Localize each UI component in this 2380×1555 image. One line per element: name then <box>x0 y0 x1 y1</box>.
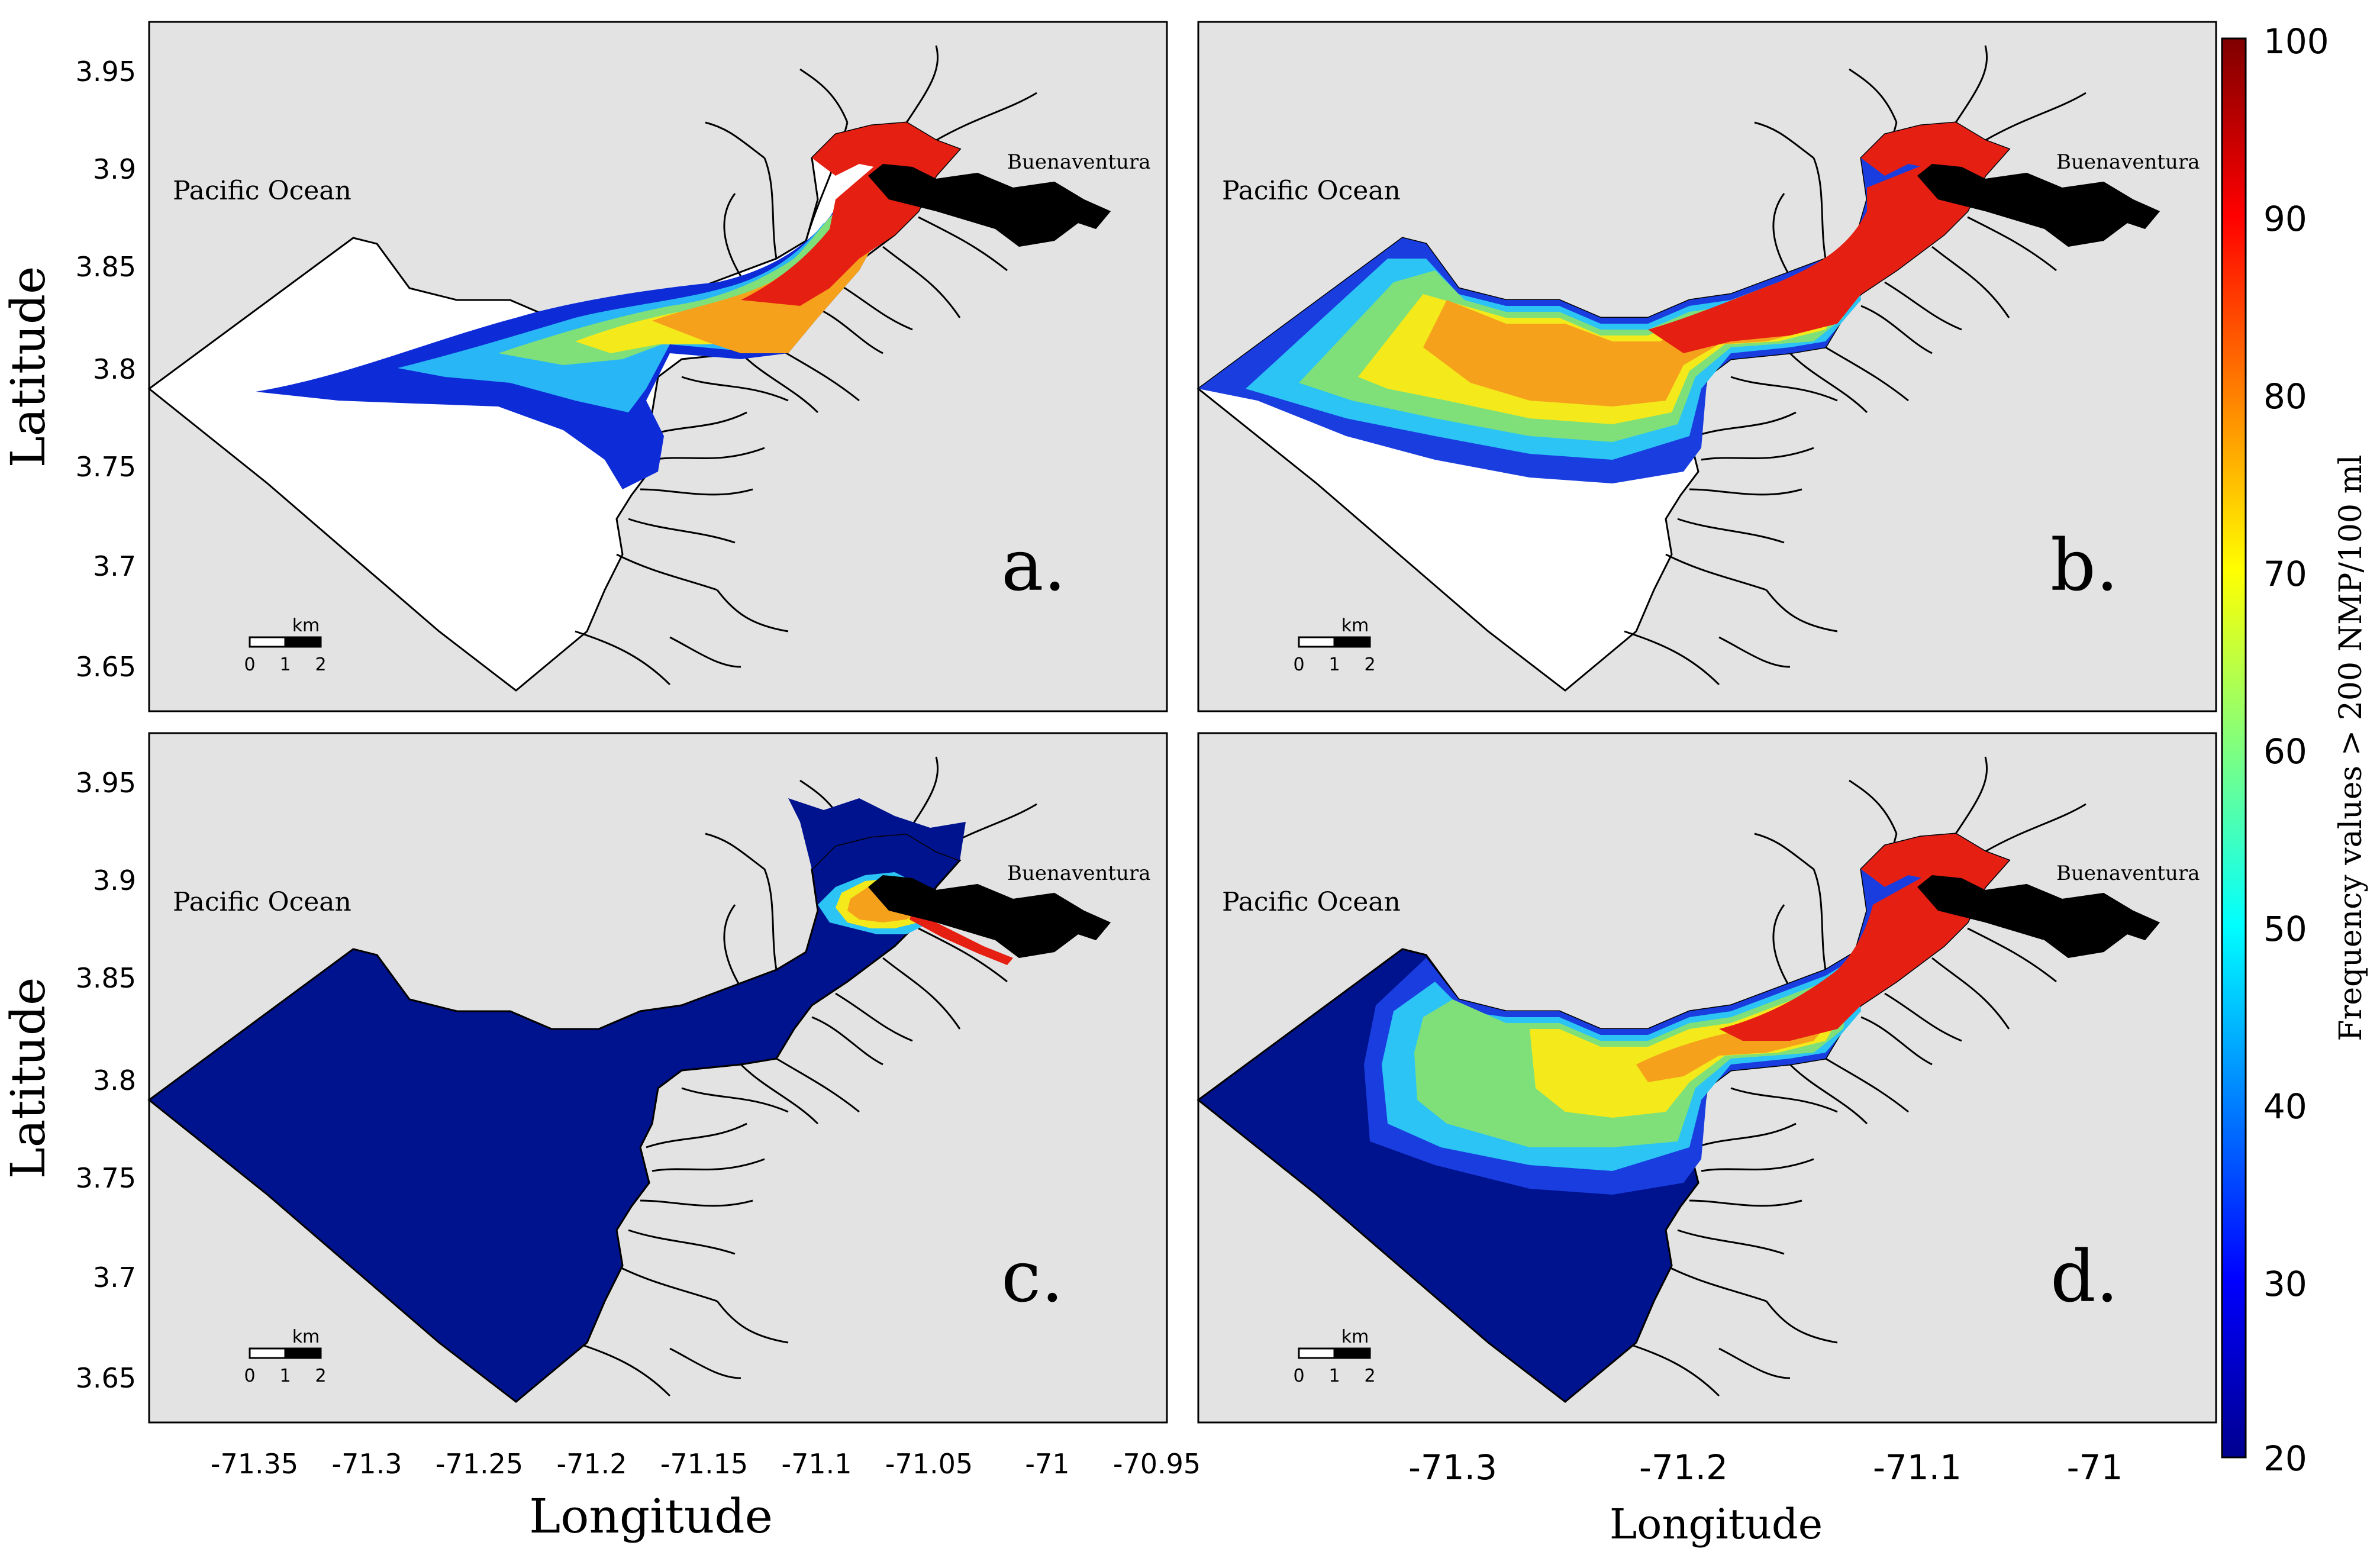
lon-tick: -71 <box>2067 1447 2123 1488</box>
colorbar-tick: 100 <box>2263 21 2329 62</box>
lon-tick: -71.1 <box>1873 1447 1962 1488</box>
colorbar-tick: 70 <box>2263 554 2307 594</box>
colorbar-tick: 30 <box>2263 1264 2307 1304</box>
scale-label-0: 0 <box>1293 1366 1304 1386</box>
scale-label-0: 0 <box>244 654 255 675</box>
colorbar-ticks: 100 90 80 70 60 50 40 30 20 <box>2263 21 2329 1479</box>
scale-label-2: 2 <box>1364 654 1375 675</box>
ocean-label: Pacific Ocean <box>173 887 351 917</box>
lat-tick: 3.85 <box>76 962 136 994</box>
scale-label-1: 1 <box>279 1366 291 1386</box>
lat-tick: 3.95 <box>76 767 136 799</box>
scale-unit: km <box>1341 615 1369 636</box>
scale-label-2: 2 <box>315 654 326 675</box>
y-axis-title-top: Latitude <box>1 266 56 468</box>
scale-bar: km 0 1 2 <box>244 615 326 675</box>
scale-bar: km 0 1 2 <box>1293 615 1375 675</box>
longitude-ticks-left: -71.35 -71.3 -71.25 -71.2 -71.15 -71.1 -… <box>211 1448 1201 1480</box>
lat-tick: 3.7 <box>93 550 136 582</box>
scale-bar: km 0 1 2 <box>1293 1327 1375 1386</box>
lon-tick: -71.1 <box>781 1448 852 1480</box>
panel-letter: b. <box>2050 525 2118 607</box>
panel-letter: d. <box>2050 1236 2118 1318</box>
ocean-label: Pacific Ocean <box>1222 176 1401 206</box>
lon-tick: -71.3 <box>1408 1447 1497 1488</box>
latitude-ticks-bottom: 3.95 3.9 3.85 3.8 3.75 3.7 3.65 <box>76 767 136 1394</box>
scale-unit: km <box>292 615 320 636</box>
lat-tick: 3.85 <box>76 251 136 283</box>
colorbar-tick: 50 <box>2263 909 2307 949</box>
colorbar-tick: 90 <box>2263 199 2307 239</box>
colorbar-tick: 20 <box>2263 1438 2307 1479</box>
lat-tick: 3.9 <box>93 153 136 185</box>
lon-tick: -71.2 <box>1639 1447 1728 1488</box>
lon-tick: -70.95 <box>1113 1448 1201 1480</box>
lon-tick: -71.3 <box>331 1448 402 1480</box>
city-label: Buenaventura <box>1007 862 1150 885</box>
latitude-ticks-top: 3.95 3.9 3.85 3.8 3.75 3.7 3.65 <box>76 56 136 683</box>
panel-b: Pacific Ocean Buenaventura b. km 0 1 2 <box>1197 21 2217 712</box>
lon-tick: -71.25 <box>436 1448 523 1480</box>
scale-label-1: 1 <box>279 654 291 675</box>
city-label: Buenaventura <box>2056 862 2200 885</box>
colorbar: 100 90 80 70 60 50 40 30 20 Frequency va… <box>2221 21 2369 1479</box>
lon-tick: -71.15 <box>660 1448 748 1480</box>
lat-tick: 3.75 <box>76 451 136 483</box>
panel-d: Pacific Ocean Buenaventura d. km 0 1 2 <box>1197 732 2217 1424</box>
colorbar-title: Frequency values > 200 NMP/100 ml <box>2333 454 2369 1041</box>
x-axis-title-left: Longitude <box>529 1489 773 1544</box>
lat-tick: 3.75 <box>76 1162 136 1194</box>
scale-label-0: 0 <box>244 1366 255 1386</box>
scale-label-1: 1 <box>1328 654 1340 675</box>
city-label: Buenaventura <box>1007 150 1150 174</box>
ocean-label: Pacific Ocean <box>173 176 351 206</box>
scale-label-2: 2 <box>1364 1366 1375 1386</box>
scale-unit: km <box>1341 1327 1369 1347</box>
panel-c: Pacific Ocean Buenaventura c. km 0 1 2 <box>147 732 1168 1424</box>
longitude-ticks-right: -71.3 -71.2 -71.1 -71 <box>1408 1447 2123 1488</box>
city-label: Buenaventura <box>2056 150 2200 174</box>
ocean-label: Pacific Ocean <box>1222 887 1401 917</box>
scale-label-1: 1 <box>1328 1366 1340 1386</box>
panel-letter: c. <box>1001 1236 1063 1318</box>
lat-tick: 3.8 <box>93 353 136 385</box>
lon-tick: -71.05 <box>885 1448 973 1480</box>
colorbar-tick: 40 <box>2263 1086 2307 1127</box>
lat-tick: 3.8 <box>93 1064 136 1096</box>
y-axis-title-bottom: Latitude <box>1 977 56 1179</box>
x-axis-title-right: Longitude <box>1610 1500 1823 1548</box>
scale-label-0: 0 <box>1293 654 1304 675</box>
panel-letter: a. <box>1001 525 1066 607</box>
scale-bar: km 0 1 2 <box>244 1327 326 1386</box>
lat-tick: 3.9 <box>93 864 136 896</box>
lat-tick: 3.7 <box>93 1262 136 1293</box>
lat-tick: 3.65 <box>76 1362 136 1394</box>
lon-tick: -71 <box>1025 1448 1069 1480</box>
colorbar-tick: 60 <box>2263 731 2307 772</box>
panel-a: Pacific Ocean Buenaventura a. km 0 1 2 <box>148 21 1168 712</box>
lat-tick: 3.65 <box>76 651 136 683</box>
scale-unit: km <box>292 1327 320 1347</box>
scale-label-2: 2 <box>315 1366 326 1386</box>
lon-tick: -71.2 <box>556 1448 627 1480</box>
lat-tick: 3.95 <box>76 56 136 88</box>
lon-tick: -71.35 <box>211 1448 298 1480</box>
colorbar-tick: 80 <box>2263 376 2307 417</box>
colorbar-gradient <box>2221 37 2247 1459</box>
